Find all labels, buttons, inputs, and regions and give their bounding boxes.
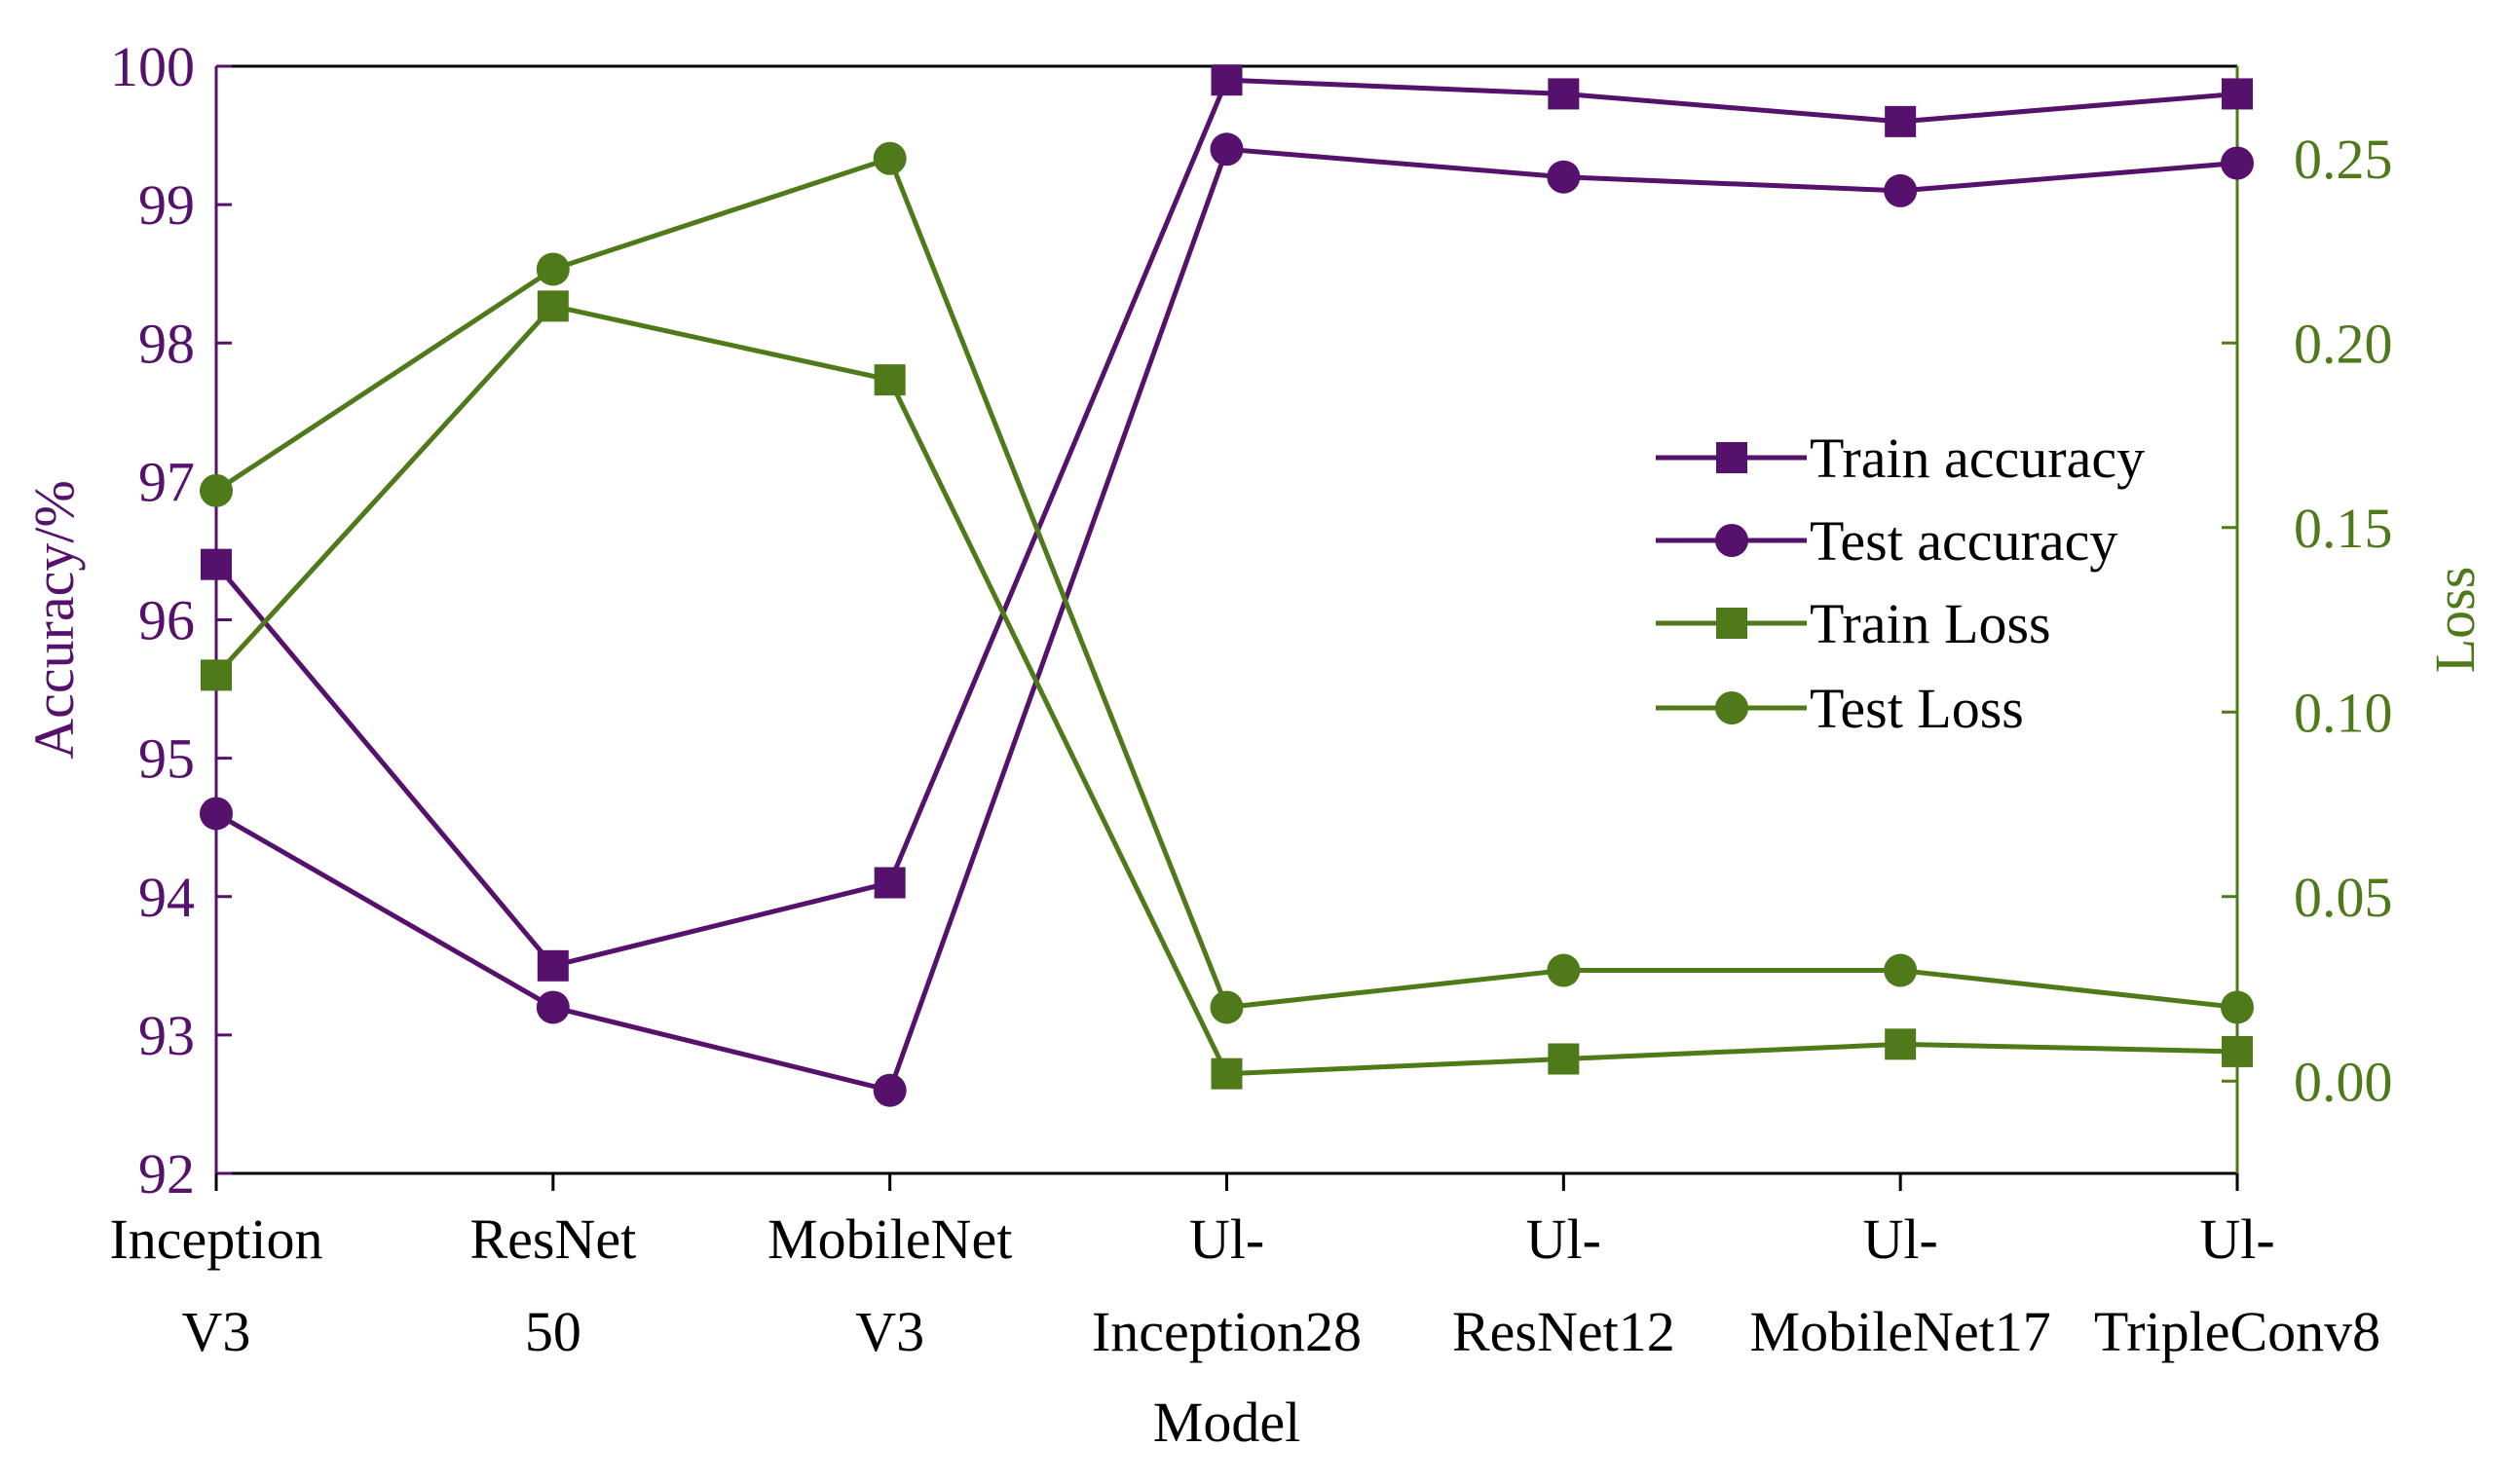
data-point (200, 473, 233, 507)
data-point (200, 797, 233, 831)
left-tick-label: 98 (138, 312, 195, 375)
series-test-loss (200, 141, 2254, 1024)
data-point (2221, 146, 2254, 180)
data-point (2222, 78, 2253, 110)
x-tick-label: ResNet (469, 1207, 636, 1271)
legend-item: Test Loss (1656, 677, 2024, 740)
x-tick-label: Ul- (2199, 1207, 2274, 1271)
data-point (1548, 1043, 1580, 1075)
x-tick-label: Inception28 (1092, 1300, 1362, 1363)
right-tick-label: 0.00 (2294, 1050, 2393, 1113)
x-axis-label: Model (1153, 1391, 1300, 1454)
data-point (536, 990, 570, 1024)
right-tick-label: 0.20 (2294, 312, 2393, 375)
data-point (1547, 160, 1581, 194)
legend-label: Train Loss (1810, 592, 2051, 655)
right-tick-label: 0.05 (2294, 866, 2393, 929)
data-point (2221, 990, 2254, 1024)
data-point (1884, 953, 1918, 987)
left-tick-label: 99 (138, 173, 195, 237)
data-point (537, 949, 569, 982)
legend-label: Train accuracy (1810, 427, 2145, 490)
data-point (1548, 78, 1580, 110)
legend-label: Test Loss (1810, 677, 2024, 740)
left-tick-label: 100 (110, 35, 195, 98)
x-tick-label: Inception (109, 1207, 322, 1271)
legend-item: Test accuracy (1656, 509, 2117, 573)
data-point (1211, 1057, 1243, 1090)
x-tick-label: Ul- (1863, 1207, 1938, 1271)
data-point (536, 252, 570, 286)
x-tick-label: V3 (855, 1300, 924, 1363)
x-tick-label: 50 (525, 1300, 581, 1363)
data-point (1885, 105, 1917, 137)
x-tick-label: TripleConv8 (2094, 1300, 2380, 1363)
data-point (874, 364, 906, 396)
right-tick-label: 0.25 (2294, 128, 2393, 191)
data-point (1211, 64, 1243, 96)
x-axis: Inception V3 ResNet 50 MobileNet V3 Ul- Incepti… (109, 1173, 2380, 1363)
data-point (2222, 1035, 2253, 1067)
data-point (201, 548, 232, 580)
left-tick-label: 97 (138, 450, 195, 513)
legend-marker (1716, 608, 1747, 639)
data-point (1547, 953, 1581, 987)
left-tick-label: 94 (138, 866, 195, 929)
left-tick-label: 95 (138, 727, 195, 791)
legend-label: Test accuracy (1810, 509, 2117, 573)
series-layer (200, 64, 2254, 1107)
left-tick-label: 93 (138, 1004, 195, 1067)
x-tick-label: Ul- (1526, 1207, 1601, 1271)
series-train-accuracy (201, 64, 2253, 982)
data-point (1885, 1028, 1917, 1060)
series-test-accuracy (200, 132, 2254, 1107)
legend-marker (1715, 691, 1748, 724)
x-tick-label: V3 (182, 1300, 251, 1363)
left-tick-label: 96 (138, 589, 195, 652)
x-tick-label: Ul- (1189, 1207, 1264, 1271)
data-point (1210, 990, 1244, 1024)
series-line (214, 156, 2238, 1010)
x-tick-label: MobileNet17 (1750, 1300, 2051, 1363)
right-tick-label: 0.10 (2294, 681, 2393, 744)
data-point (873, 1073, 907, 1107)
data-point (201, 659, 232, 691)
legend: Train accuracy Test accuracy Train Loss Tes… (1656, 427, 2145, 740)
legend-marker (1715, 524, 1748, 557)
data-point (1210, 132, 1244, 167)
y-axis-label-right: Loss (2423, 567, 2487, 674)
data-point (537, 290, 569, 322)
data-point (1884, 173, 1918, 207)
data-point (874, 867, 906, 899)
left-axis: 92 93 94 95 96 97 98 99 100 (110, 35, 232, 1206)
x-tick-label: MobileNet (767, 1207, 1012, 1271)
data-point (873, 141, 907, 175)
legend-item: Train Loss (1656, 592, 2051, 655)
y-axis-label-left: Accuracy/% (22, 480, 86, 760)
legend-marker (1716, 442, 1747, 473)
legend-item: Train accuracy (1656, 427, 2145, 490)
x-tick-label: ResNet12 (1452, 1300, 1675, 1363)
right-axis: 0.00 0.05 0.10 0.15 0.20 0.25 (2222, 128, 2393, 1113)
left-tick-label: 92 (138, 1142, 195, 1206)
series-train-loss (201, 290, 2253, 1090)
right-tick-label: 0.15 (2294, 497, 2393, 560)
